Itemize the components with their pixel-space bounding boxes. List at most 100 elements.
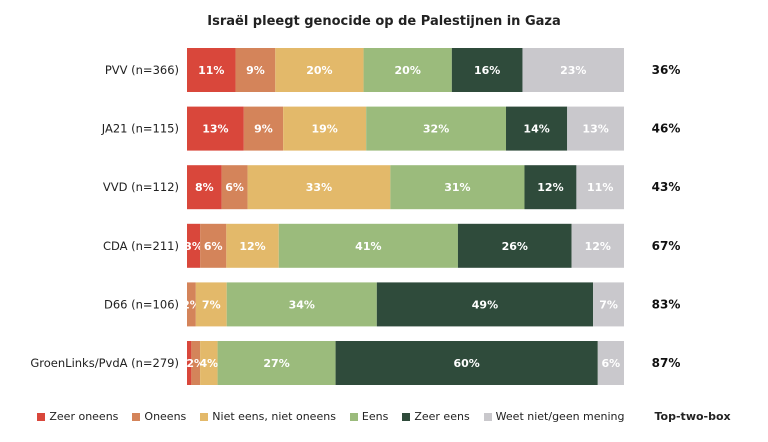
bar-segment (187, 223, 201, 268)
top-two-box-value: 83% (652, 297, 681, 311)
bar-segment (576, 165, 624, 210)
data-label: 49% (472, 298, 498, 311)
bar-segment (283, 106, 367, 151)
legend-label: Niet eens, niet oneens (212, 410, 336, 423)
bar-segment (376, 282, 594, 327)
legend-item: Zeer eens (402, 410, 470, 423)
data-label: 12% (239, 240, 265, 253)
legend-swatch (483, 412, 492, 421)
bar-segment (200, 223, 227, 268)
data-label: 12% (537, 181, 563, 194)
bar-segment (593, 282, 624, 327)
data-label: 9% (254, 123, 273, 136)
data-label: 27% (263, 357, 289, 370)
bar-segment (235, 48, 276, 92)
bar-segment (195, 282, 227, 327)
bar-segment (506, 106, 568, 151)
legend-item: Oneens (132, 410, 186, 423)
data-label: 4% (200, 357, 219, 370)
data-label: 11% (198, 64, 224, 77)
top-two-box-value: 87% (652, 356, 681, 370)
bar-segment (457, 223, 572, 268)
data-label: 8% (195, 181, 214, 194)
data-label: 20% (395, 64, 421, 77)
data-label: 9% (246, 64, 265, 77)
data-label: 16% (474, 64, 500, 77)
category-label: VVD (n=112) (103, 180, 179, 194)
data-label: 3% (184, 240, 203, 253)
category-label: JA21 (n=115) (101, 122, 179, 136)
legend-item: Niet eens, niet oneens (200, 410, 336, 423)
legend: Zeer oneens Oneens Niet eens, niet oneens E… (0, 410, 768, 423)
top-two-box-value: 43% (652, 180, 681, 194)
legend-item: Weet niet/geen mening (483, 410, 625, 423)
bar-segment (221, 165, 248, 210)
bar-segment (571, 223, 624, 268)
legend-swatch (349, 412, 358, 421)
bar-segment (567, 106, 624, 151)
data-label: 60% (454, 357, 480, 370)
bar-segment (247, 165, 391, 210)
data-label: 33% (306, 181, 332, 194)
data-label: 34% (289, 298, 315, 311)
bar-segment (243, 106, 284, 151)
top-two-box-value: 67% (652, 239, 681, 253)
bar-segment (217, 341, 336, 385)
data-label: 31% (444, 181, 470, 194)
category-label: PVV (n=366) (105, 63, 179, 77)
data-label: 6% (204, 240, 223, 253)
bar-segment (366, 106, 507, 151)
legend-swatch (132, 412, 141, 421)
bar-segment (524, 165, 577, 210)
data-label: 7% (599, 298, 618, 311)
bar-segment (187, 106, 244, 151)
bar-segment (200, 341, 218, 385)
data-label: 6% (225, 181, 244, 194)
data-label: 13% (202, 123, 228, 136)
chart-title: Israël pleegt genocide op de Palestijnen… (207, 14, 561, 29)
bar-segment (363, 48, 452, 92)
legend-label: Zeer oneens (49, 410, 119, 423)
legend-label: Weet niet/geen mening (495, 410, 625, 423)
bar-segment (187, 48, 236, 92)
legend-label: Eens (361, 410, 389, 423)
data-label: 6% (602, 357, 621, 370)
bar-segment (390, 165, 525, 210)
legend-item: Zeer oneens (37, 410, 118, 423)
bar-segment (275, 48, 364, 92)
data-label: 7% (202, 298, 221, 311)
legend-swatch (200, 412, 209, 421)
category-label: CDA (n=211) (103, 239, 179, 253)
data-label: 19% (311, 123, 337, 136)
bar-segment (278, 223, 458, 268)
bar-segment (597, 341, 624, 385)
category-label: GroenLinks/PvdA (n=279) (30, 356, 179, 370)
top-two-box-value: 36% (652, 63, 681, 77)
legend-label: Oneens (144, 410, 187, 423)
bar-segment (335, 341, 598, 385)
legend-swatch (37, 412, 46, 421)
top-two-box-label: Top-two-box (654, 410, 731, 423)
data-label: 14% (523, 123, 549, 136)
legend-label: Zeer eens (414, 410, 470, 423)
legend-item: Eens (349, 410, 389, 423)
bar-segment (187, 165, 222, 210)
data-label: 26% (502, 240, 528, 253)
legend-swatch (402, 412, 411, 421)
top-two-box-value: 46% (652, 122, 681, 136)
data-label: 32% (423, 123, 449, 136)
data-label: 41% (355, 240, 381, 253)
bar-segment (451, 48, 523, 92)
bar-segment (187, 341, 192, 385)
bar-segment (226, 282, 377, 327)
bar-segment (187, 282, 196, 327)
data-label: 11% (587, 181, 613, 194)
stacked-bar-chart: PVV (n=366) 11% 9% 20% 20% 16% 23% 36% JA21 (n=1… (30, 48, 681, 385)
data-label: 20% (306, 64, 332, 77)
data-label: 12% (585, 240, 611, 253)
bar-segment (522, 48, 624, 92)
category-label: D66 (n=106) (104, 297, 179, 311)
bar-segment (226, 223, 279, 268)
data-label: 13% (582, 123, 608, 136)
bar-segment (191, 341, 201, 385)
